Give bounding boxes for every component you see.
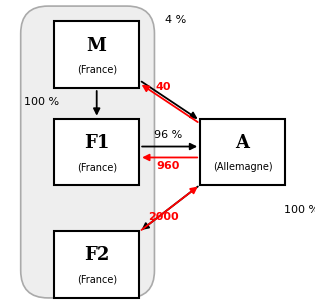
FancyBboxPatch shape [54, 119, 139, 185]
FancyBboxPatch shape [21, 6, 154, 298]
Text: (Allemagne): (Allemagne) [213, 162, 272, 172]
FancyBboxPatch shape [54, 231, 139, 298]
FancyBboxPatch shape [54, 21, 139, 88]
Text: (France): (France) [77, 65, 117, 75]
Text: F2: F2 [84, 246, 109, 264]
Text: 96 %: 96 % [154, 130, 182, 140]
Text: 100 %: 100 % [284, 205, 315, 215]
Text: (France): (France) [77, 275, 117, 285]
Text: (France): (France) [77, 162, 117, 172]
Text: 100 %: 100 % [24, 97, 59, 107]
Text: 960: 960 [157, 161, 180, 171]
Text: 4 %: 4 % [165, 15, 186, 25]
FancyBboxPatch shape [200, 119, 285, 185]
Text: 2000: 2000 [148, 212, 179, 222]
Text: F1: F1 [84, 134, 109, 152]
Text: 40: 40 [156, 82, 171, 92]
Text: M: M [87, 36, 107, 55]
Text: A: A [236, 134, 249, 152]
